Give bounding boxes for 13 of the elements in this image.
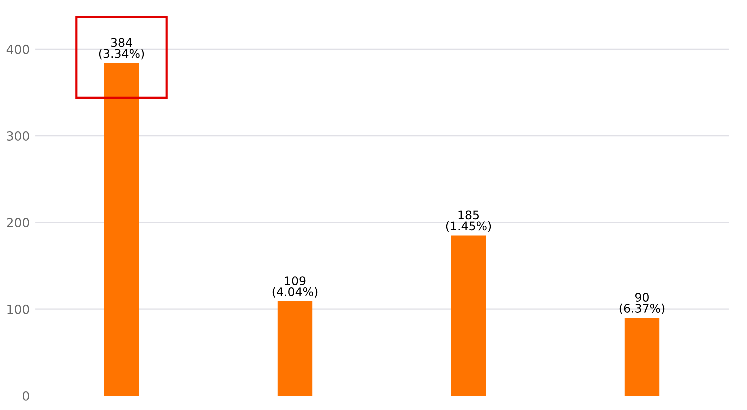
bar	[104, 63, 140, 396]
bar	[451, 236, 486, 396]
y-tick-label: 100	[8, 304, 30, 314]
y-tick-label: 300	[7, 132, 30, 141]
data-label: 109 (4.04%)	[272, 276, 318, 298]
y-tick-label: 400	[6, 44, 30, 54]
bar	[624, 318, 660, 396]
y-tick-label: 0	[23, 391, 30, 401]
data-label: 384 (3.34%)	[99, 38, 144, 60]
bar	[278, 302, 313, 396]
y-tick-label: 200	[7, 218, 30, 228]
data-label: 90 (6.37%)	[620, 293, 665, 314]
data-label: 185 (1.45%)	[446, 210, 492, 232]
